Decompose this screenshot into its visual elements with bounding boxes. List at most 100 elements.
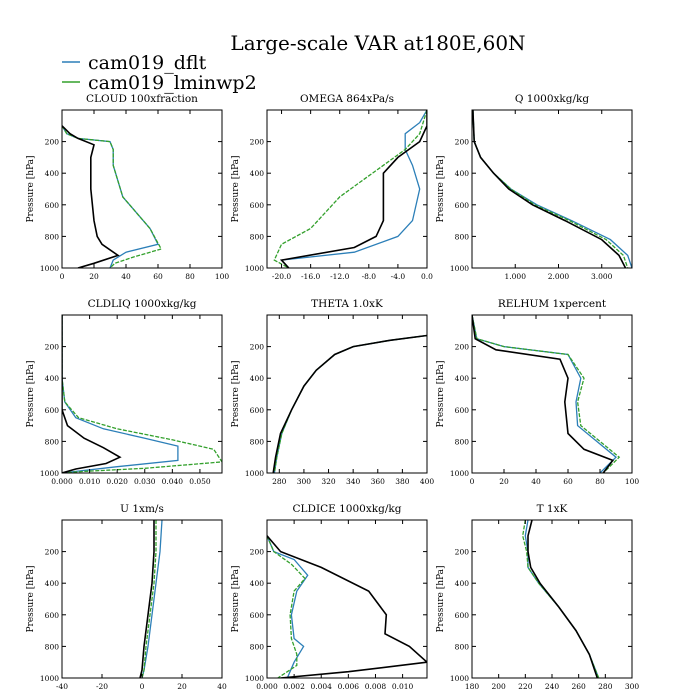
y-axis-label: Pressure [hPa] xyxy=(231,155,241,222)
panel-title: CLDICE 1000xkg/kg xyxy=(293,503,402,515)
y-tick-label: 400 xyxy=(45,169,60,178)
plot-frame xyxy=(61,314,223,474)
legend-label-lminwp2: cam019_lminwp2 xyxy=(88,72,257,94)
x-tick-label: 320 xyxy=(321,477,336,486)
series-line-cam019-lminwp2 xyxy=(141,520,157,678)
x-tick-label: 80 xyxy=(185,272,195,281)
x-tick-label: 300 xyxy=(297,477,312,486)
x-tick-label: 220 xyxy=(518,682,533,691)
y-tick-label: 800 xyxy=(250,232,265,241)
y-tick-label: 200 xyxy=(45,548,60,557)
x-tick-label: -12.0 xyxy=(330,272,349,281)
y-tick-label: 200 xyxy=(45,138,60,147)
legend: cam019_dflt cam019_lminwp2 xyxy=(62,52,257,94)
panel-title: THETA 1.0xK xyxy=(311,298,383,310)
plot-frame xyxy=(61,519,223,679)
plot-frame xyxy=(266,314,428,474)
x-tick-label: -8.0 xyxy=(362,272,377,281)
x-tick-label: 400 xyxy=(420,477,435,486)
x-tick-label: 40 xyxy=(121,272,131,281)
x-tick-label: 60 xyxy=(153,272,163,281)
y-tick-label: 200 xyxy=(455,548,470,557)
series-group xyxy=(472,110,632,268)
y-tick-label: 1000 xyxy=(245,674,264,683)
x-tick-label: 360 xyxy=(371,477,386,486)
y-tick-label: 800 xyxy=(45,437,60,446)
x-tick-label: 0.020 xyxy=(106,477,128,486)
panel-title: CLOUD 100xfraction xyxy=(86,93,198,105)
y-tick-label: 800 xyxy=(455,437,470,446)
x-tick-label: 0 xyxy=(470,477,475,486)
series-line-cam019-lminwp2 xyxy=(62,315,222,473)
series-line-cam019-dflt xyxy=(62,315,179,473)
x-tick-label: 20 xyxy=(499,477,509,486)
panel-title: RELHUM 1xpercent xyxy=(498,298,607,310)
x-tick-label: 100 xyxy=(215,272,230,281)
x-tick-label: -20.0 xyxy=(272,272,291,281)
y-tick-label: 600 xyxy=(455,406,470,415)
panel-title: T 1xK xyxy=(537,503,568,515)
x-tick-label: 200 xyxy=(492,682,507,691)
x-tick-label: 380 xyxy=(395,477,410,486)
series-group xyxy=(472,315,621,473)
x-tick-label: 0.010 xyxy=(392,682,414,691)
series-line-black xyxy=(472,315,615,473)
y-tick-label: 200 xyxy=(250,343,265,352)
y-axis-label: Pressure [hPa] xyxy=(436,360,446,427)
y-tick-label: 200 xyxy=(455,138,470,147)
x-tick-label: 0.0 xyxy=(421,272,433,281)
series-line-black xyxy=(472,110,627,268)
y-tick-label: 800 xyxy=(250,642,265,651)
x-tick-label: 0.050 xyxy=(189,477,211,486)
y-tick-label: 1000 xyxy=(245,264,264,273)
x-tick-label: 280 xyxy=(598,682,613,691)
y-tick-label: 200 xyxy=(250,138,265,147)
series-line-cam019-dflt xyxy=(524,520,600,678)
series-line-cam019-dflt xyxy=(280,110,427,268)
x-tick-label: -40 xyxy=(56,682,68,691)
y-tick-label: 400 xyxy=(250,579,265,588)
y-axis-label: Pressure [hPa] xyxy=(26,565,36,632)
x-tick-label: 0.002 xyxy=(283,682,305,691)
series-line-black xyxy=(62,125,120,268)
series-line-cam019-dflt xyxy=(62,125,159,268)
x-tick-label: 0.040 xyxy=(162,477,184,486)
panel-omega: OMEGA 864xPa/s Pressure [hPa] 200 400 600 800… xyxy=(231,93,433,281)
panel-title: U 1xm/s xyxy=(120,503,164,515)
x-tick-label: 0 xyxy=(60,272,65,281)
x-tick-label: 240 xyxy=(545,682,560,691)
y-tick-label: 600 xyxy=(455,611,470,620)
y-axis-label: Pressure [hPa] xyxy=(436,155,446,222)
x-tick-label: -20 xyxy=(96,682,108,691)
plot-frame xyxy=(266,519,428,679)
panel-title: OMEGA 864xPa/s xyxy=(300,93,394,105)
x-tick-label: 0.010 xyxy=(79,477,101,486)
series-line-cam019-dflt xyxy=(472,315,617,473)
series-line-black xyxy=(279,110,427,268)
x-tick-label: -16.0 xyxy=(301,272,320,281)
x-tick-label: 20 xyxy=(177,682,187,691)
series-line-cam019-lminwp2 xyxy=(273,334,427,473)
y-tick-label: 400 xyxy=(45,374,60,383)
y-tick-label: 1000 xyxy=(40,264,59,273)
y-tick-label: 200 xyxy=(250,548,265,557)
y-tick-label: 1000 xyxy=(450,469,469,478)
panel-q: Q 1000xkg/kg Pressure [hPa] 200 400 600 800 10… xyxy=(436,93,633,281)
y-tick-label: 400 xyxy=(45,579,60,588)
y-tick-label: 400 xyxy=(455,374,470,383)
series-line-black xyxy=(267,535,427,678)
series-group xyxy=(62,125,163,268)
x-tick-label: 20 xyxy=(89,272,99,281)
series-line-cam019-lminwp2 xyxy=(472,315,621,473)
series-line-black xyxy=(139,520,155,678)
y-tick-label: 200 xyxy=(455,343,470,352)
x-tick-label: 40 xyxy=(217,682,227,691)
y-tick-label: 400 xyxy=(250,374,265,383)
y-tick-label: 600 xyxy=(250,611,265,620)
y-tick-label: 800 xyxy=(250,437,265,446)
legend-label-dflt: cam019_dflt xyxy=(88,52,207,74)
y-tick-label: 400 xyxy=(455,579,470,588)
series-line-cam019-lminwp2 xyxy=(267,535,306,678)
